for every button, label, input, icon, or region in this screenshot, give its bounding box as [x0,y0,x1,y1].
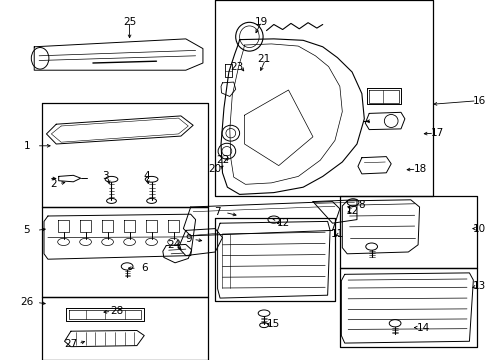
Text: 2: 2 [50,179,57,189]
Text: 12: 12 [276,218,290,228]
Text: 26: 26 [20,297,34,307]
Text: 7: 7 [214,207,221,217]
Text: 1: 1 [23,141,30,151]
Text: 27: 27 [64,339,78,349]
Text: 10: 10 [472,224,485,234]
Text: 25: 25 [122,17,136,27]
Text: 24: 24 [166,240,180,250]
Text: 17: 17 [430,128,444,138]
Text: 11: 11 [330,229,344,239]
Text: 8: 8 [358,200,365,210]
Text: 28: 28 [110,306,124,316]
Text: 22: 22 [215,155,229,165]
Text: 14: 14 [415,323,429,333]
Text: 6: 6 [141,263,147,273]
Text: 21: 21 [257,54,270,64]
Text: 12: 12 [345,206,358,216]
Text: 15: 15 [266,319,280,329]
Text: 23: 23 [230,62,244,72]
Text: 16: 16 [471,96,485,106]
Text: 9: 9 [184,234,191,244]
Text: 5: 5 [23,225,30,235]
Text: 19: 19 [254,17,268,27]
Text: 4: 4 [143,171,150,181]
Text: 18: 18 [413,164,427,174]
Text: 20: 20 [208,164,221,174]
Text: 3: 3 [102,171,108,181]
Text: 13: 13 [471,281,485,291]
